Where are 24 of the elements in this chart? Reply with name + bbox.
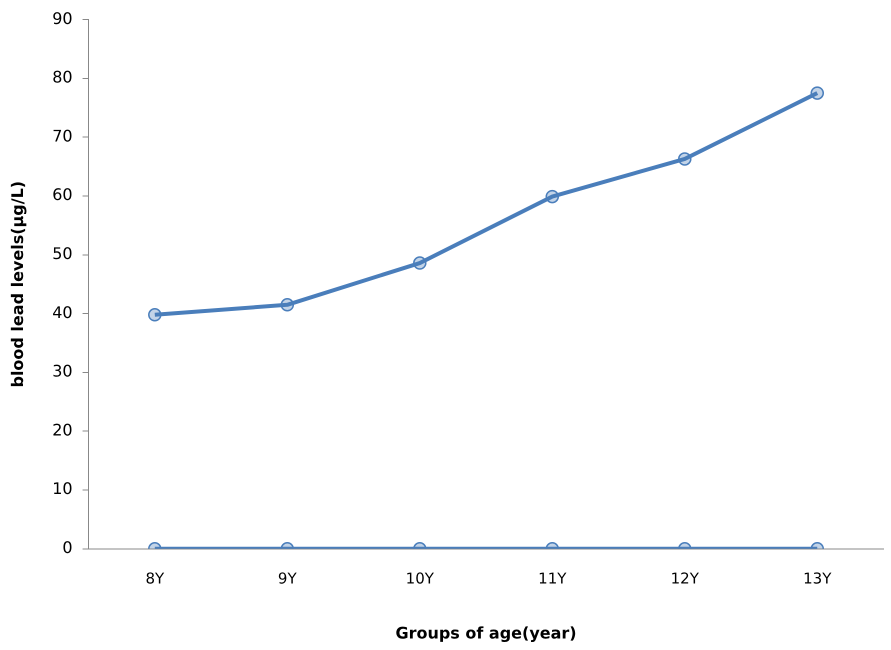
point xyxy=(678,152,692,166)
y-tick-label: 30 xyxy=(52,362,73,381)
point xyxy=(280,298,294,312)
y-tick-label: 20 xyxy=(52,420,73,440)
point xyxy=(546,190,560,204)
x-axis-title: Groups of age(year) xyxy=(395,624,577,643)
y-tick-label: 40 xyxy=(52,302,73,322)
y-tick-label: 70 xyxy=(52,126,73,146)
x-tick-label: 8Y xyxy=(145,570,165,588)
point xyxy=(413,256,427,270)
y-tick-label: 60 xyxy=(52,185,73,204)
x-tick-label: 9Y xyxy=(278,570,298,588)
y-tick-label: 0 xyxy=(62,538,73,557)
x-tick-label: 12Y xyxy=(670,570,700,588)
y-axis-title: blood lead levels(μg/L) xyxy=(8,180,27,388)
x-tick-label: 13Y xyxy=(803,570,832,588)
y-tick-label: 50 xyxy=(52,244,73,263)
y-tick-label: 10 xyxy=(52,479,73,498)
y-tick-label: 90 xyxy=(52,8,73,28)
x-tick-label: 10Y xyxy=(406,570,435,588)
x-tick-label: 11Y xyxy=(538,570,568,588)
y-tick-label: 80 xyxy=(52,68,73,87)
point xyxy=(810,86,824,100)
point xyxy=(148,308,162,322)
